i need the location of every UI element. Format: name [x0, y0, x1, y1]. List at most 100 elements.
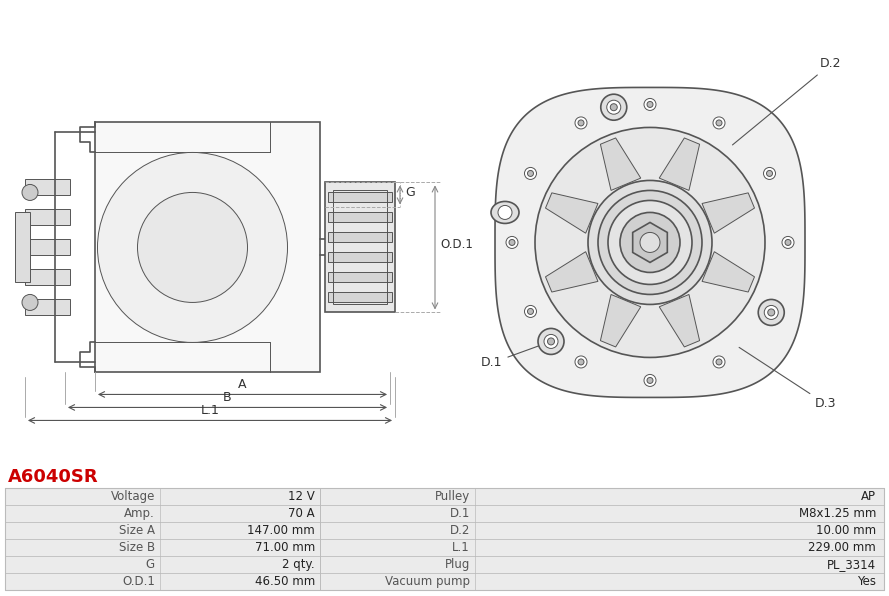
Circle shape — [506, 237, 518, 249]
Circle shape — [22, 184, 38, 200]
Text: Size B: Size B — [119, 541, 155, 554]
Circle shape — [544, 334, 558, 349]
Polygon shape — [546, 252, 598, 292]
Circle shape — [713, 117, 725, 129]
Circle shape — [766, 309, 773, 315]
Text: Pulley: Pulley — [435, 490, 470, 503]
Ellipse shape — [491, 201, 519, 224]
Bar — [25, 179, 70, 195]
Polygon shape — [546, 193, 598, 233]
Text: Size A: Size A — [119, 524, 155, 537]
Text: D.3: D.3 — [739, 347, 837, 411]
Text: AP: AP — [861, 490, 876, 503]
Text: L.1: L.1 — [201, 405, 220, 417]
Bar — [325, 182, 395, 312]
Text: 70 A: 70 A — [288, 507, 315, 520]
Circle shape — [575, 117, 587, 129]
Polygon shape — [600, 294, 641, 347]
Bar — [333, 191, 387, 305]
Text: Vacuum pump: Vacuum pump — [385, 575, 470, 588]
Circle shape — [607, 100, 621, 114]
Text: A: A — [238, 378, 247, 392]
Text: D.1: D.1 — [481, 342, 549, 370]
Circle shape — [525, 167, 536, 179]
Circle shape — [509, 240, 515, 246]
Text: Plug: Plug — [444, 558, 470, 571]
Bar — [15, 212, 30, 283]
Bar — [328, 232, 392, 243]
Text: O.D.1: O.D.1 — [122, 575, 155, 588]
Bar — [25, 269, 70, 285]
Circle shape — [766, 170, 773, 176]
Bar — [320, 488, 884, 505]
Circle shape — [22, 294, 38, 311]
Text: D.2: D.2 — [733, 57, 842, 145]
Circle shape — [98, 153, 287, 343]
Text: Amp.: Amp. — [124, 507, 155, 520]
Circle shape — [588, 181, 712, 305]
Circle shape — [644, 98, 656, 110]
Circle shape — [713, 356, 725, 368]
Bar — [328, 293, 392, 302]
Text: B: B — [223, 392, 232, 405]
Text: Yes: Yes — [857, 575, 876, 588]
Circle shape — [647, 377, 653, 383]
Circle shape — [525, 305, 536, 318]
Circle shape — [575, 356, 587, 368]
Bar — [5, 488, 884, 590]
Circle shape — [527, 309, 533, 315]
Bar — [25, 209, 70, 225]
Circle shape — [716, 359, 722, 365]
Text: 12 V: 12 V — [288, 490, 315, 503]
Text: PL_3314: PL_3314 — [827, 558, 876, 571]
Polygon shape — [660, 294, 700, 347]
Bar — [5, 556, 320, 573]
Bar — [328, 193, 392, 203]
Text: G: G — [405, 187, 415, 200]
Bar — [25, 299, 70, 315]
Text: 2 qty.: 2 qty. — [283, 558, 315, 571]
Circle shape — [640, 232, 660, 253]
Text: L.1: L.1 — [453, 541, 470, 554]
Bar — [5, 539, 320, 556]
Text: G: G — [146, 558, 155, 571]
Circle shape — [765, 305, 778, 319]
Circle shape — [601, 94, 627, 120]
Circle shape — [608, 200, 692, 284]
Text: M8x1.25 mm: M8x1.25 mm — [798, 507, 876, 520]
Bar — [320, 539, 884, 556]
Circle shape — [768, 309, 774, 316]
Circle shape — [620, 212, 680, 272]
Circle shape — [578, 359, 584, 365]
Text: O.D.1: O.D.1 — [440, 238, 473, 251]
Bar — [320, 573, 884, 590]
Bar — [328, 272, 392, 283]
Text: 71.00 mm: 71.00 mm — [255, 541, 315, 554]
Circle shape — [598, 191, 702, 294]
Circle shape — [527, 170, 533, 176]
Bar — [95, 122, 320, 372]
Text: Voltage: Voltage — [110, 490, 155, 503]
Circle shape — [647, 101, 653, 107]
Polygon shape — [600, 138, 641, 190]
Text: 229.00 mm: 229.00 mm — [808, 541, 876, 554]
Circle shape — [538, 328, 564, 355]
Polygon shape — [633, 222, 668, 262]
Circle shape — [782, 237, 794, 249]
Bar — [320, 522, 884, 539]
Circle shape — [758, 299, 784, 325]
Circle shape — [498, 206, 512, 219]
Circle shape — [785, 240, 791, 246]
Bar — [5, 488, 320, 505]
Bar — [320, 505, 884, 522]
Bar — [328, 253, 392, 262]
Text: 147.00 mm: 147.00 mm — [247, 524, 315, 537]
Text: D.1: D.1 — [450, 507, 470, 520]
Polygon shape — [660, 138, 700, 190]
Text: D.2: D.2 — [450, 524, 470, 537]
Bar — [328, 212, 392, 222]
Circle shape — [610, 104, 617, 111]
Circle shape — [764, 305, 775, 318]
Circle shape — [548, 338, 555, 345]
Text: A6040SR: A6040SR — [8, 468, 99, 486]
